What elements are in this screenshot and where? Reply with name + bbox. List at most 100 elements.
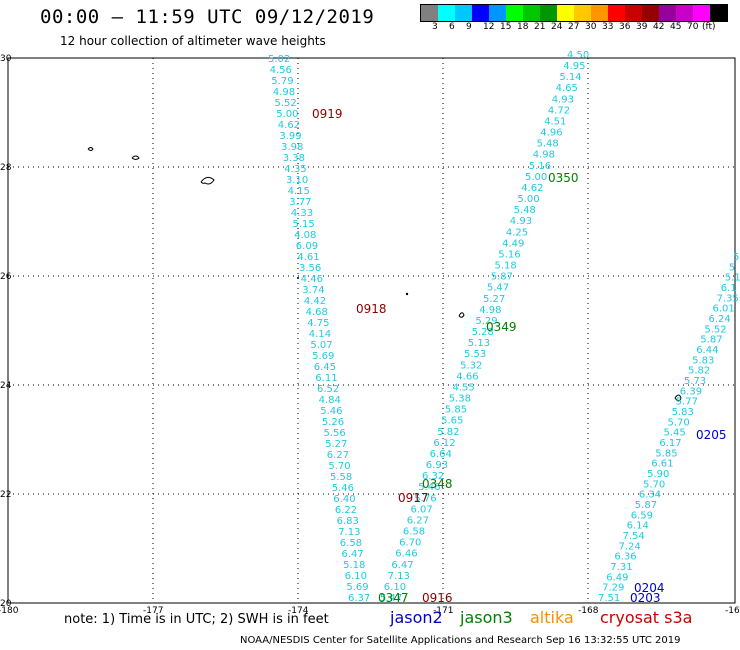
wave-height-value: 5.90 (647, 469, 669, 480)
wave-height-value: 5.87 (700, 335, 722, 346)
legend-swatch (540, 5, 557, 21)
wave-height-value: 5.79 (271, 76, 293, 87)
x-tick-label: -174 (288, 606, 309, 616)
wave-height-value: 4.93 (552, 94, 574, 105)
wave-height-value: 5.65 (441, 416, 463, 427)
legend-label: 21 (534, 22, 546, 32)
wave-height-value: 6.64 (430, 449, 452, 460)
wave-height-value: 7.13 (338, 527, 360, 538)
wave-height-value: 7.31 (610, 562, 632, 573)
y-tick-label: 28 (0, 163, 12, 173)
legend-cryosat-s3a: cryosat s3a (600, 608, 693, 627)
wave-height-value: 5.14 (559, 72, 581, 83)
legend-swatch (710, 5, 727, 21)
wave-height-value: 3.98 (281, 142, 303, 153)
credit-line: NOAA/NESDIS Center for Satellite Applica… (240, 635, 681, 646)
track-time-label: 0919 (312, 107, 343, 121)
island-outlines (87, 147, 682, 402)
wave-height-value: 7.51 (598, 593, 620, 604)
wave-height-value: 7.35 (717, 293, 739, 304)
legend-label: 33 (602, 22, 614, 32)
island-outline (200, 176, 215, 185)
legend-label: 18 (517, 22, 529, 32)
map-frame (7, 57, 736, 604)
wave-height-value: 6.47 (342, 549, 364, 560)
wave-height-value: 5.85 (445, 405, 467, 416)
legend-swatch (574, 5, 591, 21)
wave-height-value: 6.47 (391, 560, 413, 571)
wave-height-value: 5.48 (514, 205, 536, 216)
y-tick-label: 22 (0, 490, 11, 500)
wave-height-value: 5.47 (487, 283, 509, 294)
legend-label: 3 (432, 22, 438, 32)
wave-height-value: 5.48 (537, 139, 559, 150)
wave-height-value: 6.83 (337, 516, 359, 527)
legend-swatch (557, 5, 574, 21)
legend-label: 42 (653, 22, 665, 32)
wave-height-value: 5.26 (322, 417, 344, 428)
wave-height-value: 4.33 (291, 208, 313, 219)
x-tick-label: -177 (143, 606, 163, 616)
wave-height-value: 3.99 (279, 131, 301, 142)
wave-height-value: 4.96 (540, 128, 562, 139)
wave-height-value: 7.13 (388, 571, 410, 582)
legend-swatch (506, 5, 523, 21)
legend-swatch (455, 5, 472, 21)
footnote: note: 1) Time is in UTC; 2) SWH is in fe… (64, 612, 329, 627)
wave-height-value: 3.10 (286, 175, 308, 186)
legend-swatch (642, 5, 659, 21)
legend-swatch (438, 5, 455, 21)
wave-height-value: 6.10 (384, 582, 406, 593)
wave-height-value: 6.36 (614, 552, 636, 563)
wave-height-value: 5.27 (483, 294, 505, 305)
x-tick-label: -16 (725, 606, 740, 616)
color-scale-legend (420, 4, 728, 22)
wave-height-value: 5.70 (328, 461, 350, 472)
track-time-label: 0205 (696, 428, 727, 442)
wave-height-value: 6.49 (606, 572, 628, 583)
wave-height-value: 5.73 (684, 376, 706, 387)
wave-height-value: 5.70 (668, 417, 690, 428)
wave-height-value: 5 (729, 262, 735, 273)
map-title: 00:00 – 11:59 UTC 09/12/2019 (40, 6, 375, 28)
legend-label: 24 (551, 22, 563, 32)
wave-height-value: 5.07 (310, 340, 332, 351)
wave-height-value: 4.62 (521, 183, 543, 194)
x-tick-label: -180 (0, 606, 19, 616)
wave-height-value: 4.35 (284, 164, 306, 175)
wave-height-value: 5.18 (343, 560, 365, 571)
legend-swatch (693, 5, 710, 21)
wave-height-value: 5.52 (275, 98, 297, 109)
wave-height-value: 5.1 (725, 273, 740, 284)
wave-height-value: 6.14 (627, 521, 649, 532)
wave-height-value: 5.82 (437, 427, 459, 438)
wave-height-value: 4.50 (567, 50, 589, 61)
track-time-label: 0348 (422, 477, 453, 491)
wave-height-value: 5.38 (449, 394, 471, 405)
wave-height-value: 6.70 (399, 538, 421, 549)
wave-height-value: 5.58 (330, 472, 352, 483)
wave-height-value: 4.62 (278, 120, 300, 131)
wave-height-value: 4.14 (309, 329, 331, 340)
legend-swatch (659, 5, 676, 21)
wave-height-value: 4.98 (273, 87, 295, 98)
legend-label: (ft) (702, 22, 716, 32)
wave-height-value: 5.82 (688, 366, 710, 377)
y-tick-label: 24 (0, 381, 12, 391)
wave-height-value: 5 (733, 252, 739, 263)
legend-swatch (421, 5, 438, 21)
wave-height-value: 6.44 (696, 345, 718, 356)
wave-height-value: 4.46 (301, 274, 323, 285)
wave-height-value: 5.29 (475, 316, 497, 327)
wave-height-value: 5.56 (324, 428, 346, 439)
wave-height-value: 4.98 (479, 305, 501, 316)
wave-height-value: 5.53 (464, 349, 486, 360)
wave-height-value: 5.69 (312, 351, 334, 362)
legend-label: 30 (585, 22, 597, 32)
wave-height-value: 6.39 (680, 386, 702, 397)
legend-swatch (523, 5, 540, 21)
wave-height-value: 5.69 (346, 582, 368, 593)
legend-altika: altika (530, 608, 574, 627)
wave-height-value: 4.68 (306, 307, 328, 318)
wave-height-value: 6.34 (639, 490, 661, 501)
